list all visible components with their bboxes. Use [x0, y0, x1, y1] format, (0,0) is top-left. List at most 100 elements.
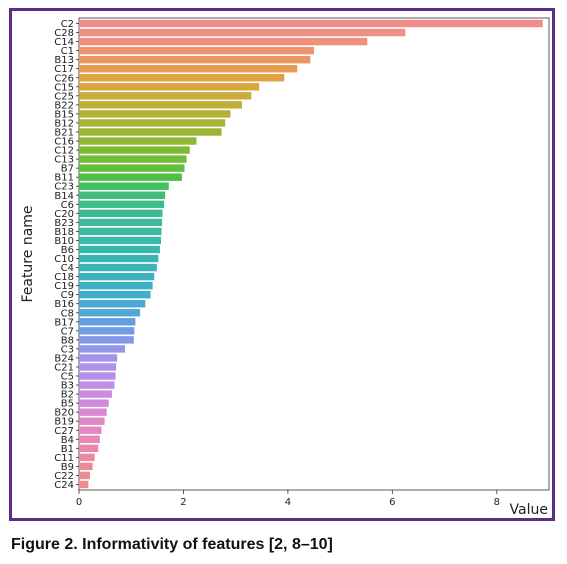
- y-tick-label-b3: B3: [61, 381, 74, 392]
- bar-b2: [79, 390, 112, 398]
- bar-c5: [79, 372, 116, 380]
- y-tick-label-b20: B20: [54, 408, 74, 419]
- bar-c8: [79, 309, 141, 317]
- bar-b15: [79, 110, 231, 118]
- bar-b8: [79, 336, 134, 344]
- bar-c20: [79, 209, 163, 218]
- bar-b7: [79, 164, 185, 172]
- bar-b18: [79, 227, 162, 236]
- y-tick-label-c7: C7: [61, 326, 74, 337]
- bar-b24: [79, 354, 118, 362]
- y-tick-label-c15: C15: [54, 82, 74, 93]
- y-tick-label-c4: C4: [61, 263, 74, 274]
- bar-c17: [79, 65, 298, 73]
- y-tick-label-c23: C23: [54, 182, 74, 193]
- bar-c22: [79, 471, 90, 480]
- y-tick-label-b8: B8: [61, 335, 74, 346]
- y-tick-label-c28: C28: [54, 28, 74, 39]
- bar-c11: [79, 453, 95, 462]
- y-tick-label-c25: C25: [54, 91, 74, 102]
- bar-c24: [79, 480, 89, 489]
- bar-b1: [79, 444, 99, 453]
- bar-c18: [79, 272, 155, 281]
- y-tick-label-b7: B7: [61, 164, 74, 175]
- bar-c19: [79, 281, 153, 290]
- bar-c26: [79, 74, 285, 82]
- y-tick-label-b1: B1: [61, 444, 74, 455]
- bar-b20: [79, 408, 107, 416]
- y-tick-label-c12: C12: [54, 146, 74, 157]
- bar-b17: [79, 318, 136, 326]
- y-tick-label-c17: C17: [54, 64, 74, 75]
- bar-b21: [79, 128, 222, 136]
- bar-b16: [79, 300, 146, 308]
- y-tick-label-c27: C27: [54, 426, 74, 437]
- y-tick-label-b19: B19: [54, 417, 74, 428]
- y-tick-label-c13: C13: [54, 155, 74, 166]
- y-tick-label-b16: B16: [54, 299, 74, 310]
- bar-c7: [79, 327, 135, 335]
- bar-c2: [79, 19, 543, 28]
- bar-b19: [79, 417, 105, 425]
- x-tick-label-8: 8: [494, 497, 500, 508]
- bar-b13: [79, 55, 311, 64]
- y-tick-label-b9: B9: [61, 462, 74, 473]
- bar-b3: [79, 381, 115, 389]
- x-tick-label-6: 6: [389, 497, 395, 508]
- y-tick-label-c20: C20: [54, 209, 74, 220]
- bars-group: [79, 19, 543, 489]
- y-tick-label-c18: C18: [54, 272, 74, 283]
- y-axis-title: Feature name: [20, 205, 36, 302]
- y-tick-label-b5: B5: [61, 399, 74, 410]
- feature-importance-chart: C2C28C14C1B13C17C26C15C25B22B15B12B21C16…: [20, 17, 550, 518]
- bar-c16: [79, 137, 197, 145]
- bar-c13: [79, 155, 187, 163]
- x-tick-label-0: 0: [76, 497, 82, 508]
- bar-b4: [79, 435, 100, 443]
- y-tick-label-c10: C10: [54, 254, 74, 265]
- y-tick-label-b24: B24: [54, 353, 74, 364]
- y-tick-label-c9: C9: [61, 290, 74, 301]
- y-tick-label-c14: C14: [54, 37, 74, 48]
- y-tick-label-c3: C3: [61, 344, 74, 355]
- bar-c15: [79, 83, 260, 91]
- y-tick-label-b18: B18: [54, 227, 74, 238]
- bar-c21: [79, 363, 117, 371]
- x-tick-label-4: 4: [285, 497, 291, 508]
- y-tick-label-c22: C22: [54, 471, 74, 482]
- bar-c12: [79, 146, 190, 154]
- bar-c28: [79, 28, 406, 37]
- y-tick-label-b17: B17: [54, 317, 74, 328]
- y-tick-label-b14: B14: [54, 191, 74, 202]
- bar-c4: [79, 263, 157, 272]
- bar-b11: [79, 173, 182, 181]
- y-tick-label-b12: B12: [54, 118, 74, 129]
- y-tick-labels: C2C28C14C1B13C17C26C15C25B22B15B12B21C16…: [54, 19, 79, 491]
- bar-b23: [79, 218, 163, 227]
- y-tick-label-c24: C24: [54, 480, 74, 491]
- y-tick-label-c8: C8: [61, 308, 74, 319]
- x-tick-labels: 0 2 4 6 8: [76, 490, 500, 508]
- bar-c10: [79, 254, 159, 263]
- y-tick-label-b10: B10: [54, 236, 74, 247]
- bar-c3: [79, 345, 125, 353]
- y-tick-label-b13: B13: [54, 55, 74, 66]
- bar-c14: [79, 37, 368, 46]
- y-tick-label-c21: C21: [54, 362, 74, 373]
- y-tick-label-c26: C26: [54, 73, 74, 84]
- bar-b12: [79, 119, 226, 127]
- y-tick-label-b2: B2: [61, 390, 74, 401]
- y-tick-label-b22: B22: [54, 100, 74, 111]
- y-tick-label-b23: B23: [54, 218, 74, 229]
- bar-b5: [79, 399, 109, 407]
- y-tick-label-c16: C16: [54, 137, 74, 148]
- figure-caption: Figure 2. Informativity of features [2, …: [11, 536, 333, 553]
- y-tick-label-b15: B15: [54, 109, 74, 120]
- y-tick-label-b6: B6: [61, 245, 74, 256]
- bar-c6: [79, 200, 165, 208]
- y-tick-label-c1: C1: [61, 46, 74, 57]
- bar-b22: [79, 101, 242, 109]
- x-tick-label-2: 2: [180, 497, 186, 508]
- bar-c23: [79, 182, 169, 190]
- x-axis-title: Value: [510, 502, 548, 518]
